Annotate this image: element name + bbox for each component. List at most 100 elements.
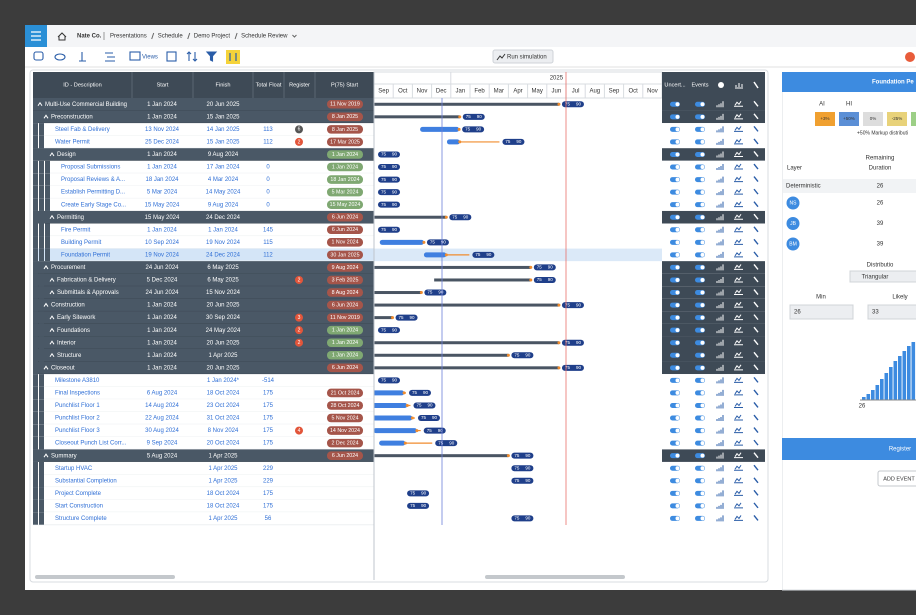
register-badge[interactable] [295, 275, 303, 284]
chart-icon[interactable] [716, 226, 724, 233]
breadcrumb-item[interactable]: Schedule [158, 34, 184, 40]
expand-caret[interactable] [43, 302, 49, 307]
row-bg[interactable] [33, 261, 374, 274]
column-header[interactable]: P(75) Start [331, 82, 358, 88]
dist-icon[interactable] [734, 464, 743, 471]
register-badge[interactable] [295, 137, 303, 146]
scrollbar[interactable] [35, 575, 175, 579]
register-badge[interactable] [295, 313, 303, 322]
chart-icon[interactable] [716, 477, 724, 484]
row-bg[interactable] [33, 160, 374, 174]
column-header[interactable]: Register [289, 82, 310, 88]
wrench-icon[interactable] [753, 314, 759, 321]
wrench-icon[interactable] [753, 464, 759, 471]
row-bg[interactable] [33, 461, 374, 475]
task-name[interactable]: Final Inspections [55, 391, 100, 397]
row-bg[interactable] [33, 198, 374, 211]
chart-icon[interactable] [716, 327, 724, 334]
wrench-icon[interactable] [753, 364, 759, 371]
dist-icon[interactable] [734, 226, 743, 233]
wrench-icon[interactable] [753, 339, 759, 346]
row-bg[interactable] [33, 98, 374, 111]
row-bg[interactable] [33, 349, 374, 362]
min-input[interactable] [789, 304, 854, 320]
chart-icon[interactable] [716, 452, 724, 459]
breadcrumb-item[interactable]: Presentations [110, 34, 147, 40]
row-bg[interactable] [33, 311, 374, 324]
row-bg[interactable] [33, 273, 374, 287]
task-name[interactable]: Foundations [57, 328, 90, 334]
wrench-icon[interactable] [753, 427, 759, 434]
wrench-icon[interactable] [753, 301, 759, 308]
dist-icon[interactable] [734, 301, 743, 308]
expand-caret[interactable] [49, 340, 55, 345]
wrench-icon[interactable] [753, 226, 759, 233]
expand-caret[interactable] [49, 290, 55, 295]
wrench-icon[interactable] [753, 414, 759, 421]
chart-icon[interactable] [716, 440, 724, 447]
add-event-button[interactable] [877, 470, 916, 487]
expand-caret[interactable] [43, 365, 49, 370]
task-name[interactable]: Water Permit [55, 140, 90, 146]
dist-icon[interactable] [734, 377, 743, 383]
row-bg[interactable] [33, 286, 374, 299]
wrench-icon[interactable] [753, 251, 759, 258]
dist-icon[interactable] [734, 138, 743, 145]
task-name[interactable]: Startup HVAC [55, 466, 93, 472]
icon[interactable] [166, 51, 177, 62]
row-bg[interactable] [33, 210, 374, 224]
chart-icon[interactable] [716, 314, 724, 321]
dist-icon[interactable] [734, 515, 743, 521]
expand-caret[interactable] [49, 277, 55, 282]
wrench-icon[interactable] [753, 176, 759, 183]
dist-icon[interactable] [734, 402, 743, 408]
task-name[interactable]: Multi-Use Commercial Building [45, 102, 127, 108]
task-name[interactable]: Fabrication & Delivery [57, 278, 116, 284]
task-name[interactable]: Structure Complete [55, 516, 107, 522]
wrench-icon[interactable] [753, 201, 759, 208]
dist-icon[interactable] [734, 151, 743, 157]
row-bg[interactable] [33, 436, 374, 450]
task-name[interactable]: Closeout Punch List Corr... [55, 441, 127, 447]
row-bg[interactable] [33, 411, 374, 425]
expand-caret[interactable] [43, 114, 49, 119]
row-bg[interactable] [33, 487, 374, 500]
chart-icon[interactable] [716, 289, 724, 296]
expand-caret[interactable] [43, 453, 49, 458]
dist-icon[interactable] [734, 364, 743, 371]
chart-icon[interactable] [716, 502, 724, 509]
dist-icon[interactable] [734, 339, 743, 346]
chart-icon[interactable] [716, 201, 724, 208]
chart-icon[interactable] [716, 164, 724, 171]
wrench-icon[interactable] [753, 489, 759, 496]
chart-icon[interactable] [716, 264, 724, 271]
chart-icon[interactable] [716, 427, 724, 434]
wrench-icon[interactable] [753, 213, 759, 220]
column-header[interactable]: Total Float [256, 82, 282, 88]
chart-icon[interactable] [716, 302, 724, 309]
chart-icon[interactable] [716, 490, 724, 497]
icon[interactable] [129, 51, 141, 61]
chart-icon[interactable] [716, 402, 724, 409]
icon[interactable] [54, 53, 66, 61]
task-name[interactable]: Building Permit [61, 240, 102, 246]
wrench-icon[interactable] [753, 326, 759, 333]
row-bg[interactable] [33, 336, 374, 349]
row-bg[interactable] [33, 135, 374, 149]
wrench-icon[interactable] [753, 263, 759, 270]
expand-caret[interactable] [49, 214, 55, 220]
task-name[interactable]: Permitting [57, 215, 84, 221]
task-name[interactable]: Closeout [51, 365, 75, 371]
row-bg[interactable] [33, 323, 374, 337]
task-name[interactable]: Punchlist Floor 1 [55, 403, 100, 409]
dist-icon[interactable] [734, 264, 743, 270]
dist-icon[interactable] [734, 427, 743, 434]
dist-icon[interactable] [734, 452, 743, 459]
wrench-icon[interactable] [753, 351, 759, 358]
dist-icon[interactable] [734, 100, 743, 107]
chart-icon[interactable] [716, 415, 724, 422]
task-name[interactable]: Foundation Permit [61, 252, 110, 258]
task-name[interactable]: Interior [57, 340, 76, 346]
dist-icon[interactable] [734, 490, 743, 496]
distribution-select[interactable] [849, 270, 916, 283]
